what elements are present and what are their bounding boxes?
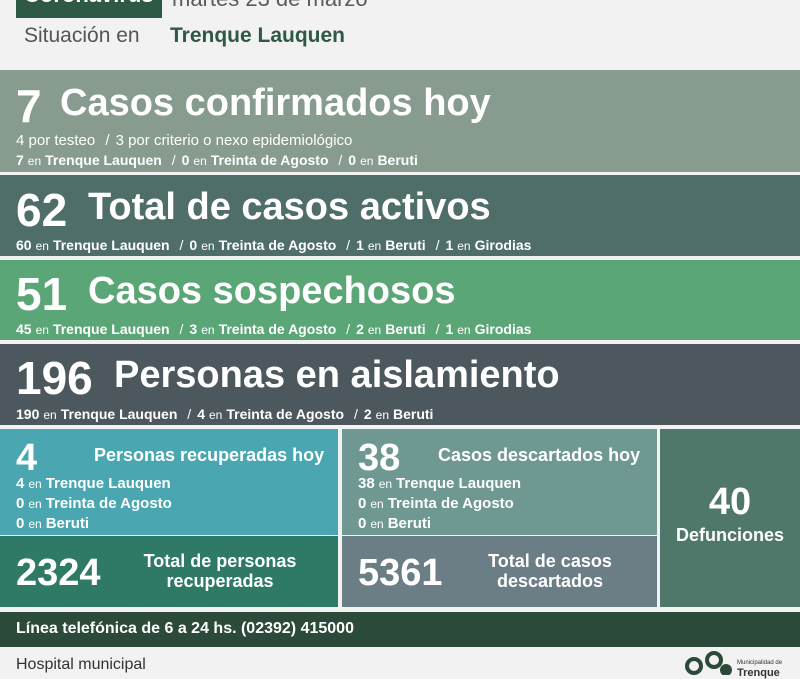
coronavirus-badge: Coronavirus xyxy=(16,0,162,18)
discarded-today-number: 38 xyxy=(358,437,401,479)
recovered-total-card: 2324 Total de personas recuperadas xyxy=(0,536,338,607)
discarded-place-1: 38 en Trenque Lauquen xyxy=(358,475,522,492)
recovered-place-1: 4 en Trenque Lauquen xyxy=(16,475,171,492)
discarded-place-3: 0 en Beruti xyxy=(358,515,432,532)
recovered-today-card: 4 Personas recuperadas hoy 4 en Trenque La… xyxy=(0,429,338,535)
recovered-place-2: 0 en Treinta de Agosto xyxy=(16,495,172,512)
confirmed-method-line: 4 por testeo /3 por criterio o nexo epid… xyxy=(16,132,353,149)
active-band: 62 Total de casos activos 60 en Trenque La… xyxy=(0,175,800,256)
confirmed-title: Casos confirmados hoy xyxy=(60,82,491,124)
situation-city: Trenque Lauquen xyxy=(170,24,346,47)
logo-small-text: Municipalidad de xyxy=(737,660,783,666)
discarded-today-card: 38 Casos descartados hoy 38 en Trenque Lau… xyxy=(342,429,657,535)
report-date: martes 23 de marzo xyxy=(172,0,368,12)
by-criteria-count: 3 xyxy=(115,132,124,149)
deaths-number: 40 xyxy=(708,481,752,523)
recovered-total-label-2: recuperadas xyxy=(166,571,274,591)
discarded-total-card: 5361 Total de casos descartados xyxy=(342,536,657,607)
active-places-line: 60 en Trenque Lauquen /0 en Treinta de Agost… xyxy=(16,237,532,253)
by-criteria-label: por criterio o nexo epidemiológico xyxy=(128,132,353,149)
discarded-today-title: Casos descartados hoy xyxy=(438,445,641,465)
active-number: 62 xyxy=(16,184,68,236)
phone-line-text: Línea telefónica de 6 a 24 hs. (02392) 4… xyxy=(16,620,354,637)
suspected-number: 51 xyxy=(16,268,68,320)
deaths-label: Defunciones xyxy=(675,525,785,545)
logo-big-text: Trenque xyxy=(737,667,780,679)
deaths-card: 40 Defunciones xyxy=(660,429,800,607)
suspected-title: Casos sospechosos xyxy=(88,270,456,312)
by-test-label: por testeo xyxy=(28,132,96,149)
discarded-place-2: 0 en Treinta de Agosto xyxy=(358,495,514,512)
confirmed-number: 7 xyxy=(16,80,42,132)
isolation-places-line: 190 en Trenque Lauquen /4 en Treinta de Agos… xyxy=(16,406,434,422)
hospital-label: Hospital municipal xyxy=(16,656,146,673)
isolation-number: 196 xyxy=(16,352,93,404)
badge-label: Coronavirus xyxy=(24,0,154,8)
recovered-total-label-1: Total de personas xyxy=(143,551,297,571)
recovered-total-number: 2324 xyxy=(16,552,101,594)
discarded-total-label-2: descartados xyxy=(496,571,604,591)
phone-bar xyxy=(0,612,800,647)
by-test-count: 4 xyxy=(16,132,25,149)
isolation-title: Personas en aislamiento xyxy=(114,354,560,396)
suspected-band: 51 Casos sospechosos 45 en Trenque Lauquen… xyxy=(0,260,800,340)
isolation-band: 196 Personas en aislamiento 190 en Trenque… xyxy=(0,344,800,425)
recovered-place-3: 0 en Beruti xyxy=(16,515,90,532)
confirmed-places-line: 7 en Trenque Lauquen /0 en Treinta de Agosto… xyxy=(16,152,418,168)
discarded-total-number: 5361 xyxy=(358,552,443,594)
recovered-today-number: 4 xyxy=(16,437,38,479)
active-title: Total de casos activos xyxy=(88,186,491,228)
suspected-places-line: 45 en Trenque Lauquen /3 en Treinta de Agost… xyxy=(16,321,532,337)
municipality-logo-icon xyxy=(685,651,732,675)
discarded-total-label-1: Total de casos xyxy=(488,551,612,571)
confirmed-band: 7 Casos confirmados hoy 4 por testeo /3 … xyxy=(0,70,800,172)
recovered-today-title: Personas recuperadas hoy xyxy=(94,445,325,465)
situation-label: Situación en xyxy=(24,24,140,47)
